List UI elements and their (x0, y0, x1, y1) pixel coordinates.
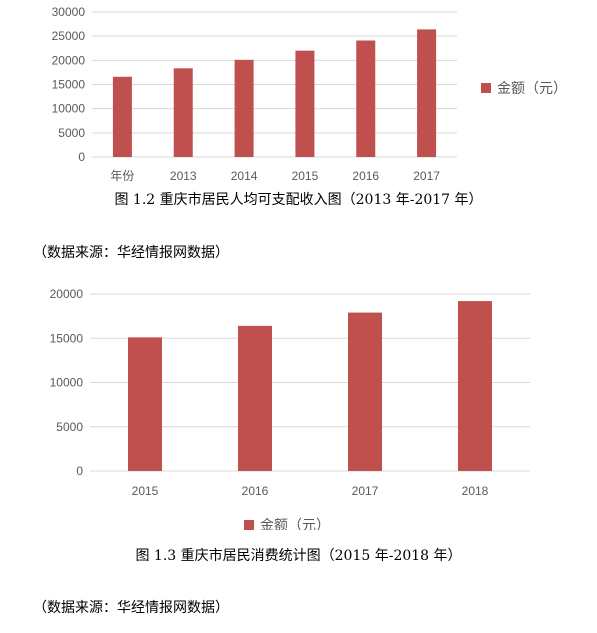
y-tick-label: 30000 (52, 5, 86, 19)
figure-1-2-caption: 图 1.2 重庆市居民人均可支配收入图（2013 年-2017 年） (114, 192, 483, 208)
bar (458, 301, 492, 471)
chart-consumption: 0 5000 10000 15000 20000 2015 2016 2017 2018 金额（元… (50, 287, 530, 530)
x-tick-label: 2016 (352, 169, 379, 183)
y-tick-label: 20000 (50, 287, 84, 301)
y-tick-label: 0 (78, 150, 85, 164)
y-tick-label: 15000 (52, 78, 86, 92)
legend-label: 金额（元） (260, 517, 330, 530)
x-tick-label: 2015 (132, 484, 159, 498)
bar (348, 312, 382, 471)
y-tick-label: 25000 (52, 29, 86, 43)
bar (128, 337, 162, 471)
x-tick-label: 2013 (170, 169, 197, 183)
y-tick-label: 15000 (50, 331, 84, 345)
y-tick-label: 10000 (50, 376, 84, 390)
bar (295, 50, 315, 157)
figure-1-3-source: （数据来源：华经情报网数据） (33, 600, 229, 616)
y-tick-label: 0 (76, 464, 83, 478)
legend-swatch (244, 520, 254, 530)
bar (417, 29, 437, 157)
x-tick-label: 2016 (242, 484, 269, 498)
bar (112, 76, 132, 157)
x-tick-label: 年份 (110, 169, 134, 183)
bar (173, 68, 193, 157)
bar (356, 40, 376, 158)
legend-swatch (481, 83, 491, 93)
x-tick-label: 2018 (462, 484, 489, 498)
figure-1-2-source: （数据来源：华经情报网数据） (33, 245, 229, 261)
bar (234, 59, 254, 157)
y-tick-label: 20000 (52, 53, 86, 67)
y-tick-label: 5000 (58, 126, 85, 140)
x-tick-label: 2017 (413, 169, 440, 183)
x-tick-label: 2015 (292, 169, 319, 183)
legend-label: 金额（元） (497, 80, 567, 96)
bar (238, 325, 272, 471)
chart-income: 0 5000 10000 15000 20000 25000 30000 年份 2013 2014… (52, 5, 567, 183)
y-tick-label: 5000 (56, 420, 83, 434)
x-tick-label: 2014 (231, 169, 258, 183)
y-tick-label: 10000 (52, 102, 86, 116)
x-tick-label: 2017 (352, 484, 379, 498)
figure-1-3-caption: 图 1.3 重庆市居民消费统计图（2015 年-2018 年） (135, 548, 462, 564)
